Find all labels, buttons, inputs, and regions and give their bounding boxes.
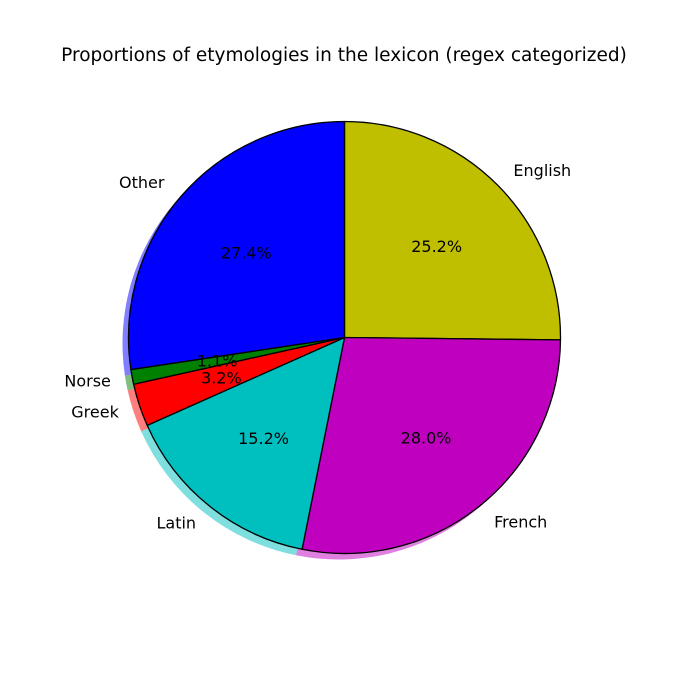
pct-label-greek: 3.2%	[201, 369, 242, 388]
pct-label-other: 27.4%	[221, 243, 272, 262]
pct-label-french: 28.0%	[401, 429, 452, 448]
pie-slices	[127, 120, 562, 555]
slice-other	[127, 120, 346, 371]
slice-label-greek: Greek	[71, 402, 119, 421]
pct-label-latin: 15.2%	[238, 429, 289, 448]
slice-english	[343, 120, 562, 341]
slice-label-latin: Latin	[156, 514, 196, 533]
pie-labels: English 25.2% French 28.0% Latin 15.2% Greek 3.…	[64, 161, 571, 533]
slice-latin	[146, 336, 346, 550]
slice-label-english: English	[513, 161, 571, 180]
chart-title: Proportions of etymologies in the lexico…	[61, 45, 627, 66]
slice-label-other: Other	[119, 173, 165, 192]
slice-label-norse: Norse	[64, 371, 111, 390]
slice-french	[301, 336, 562, 555]
pct-label-english: 25.2%	[411, 237, 462, 256]
pct-label-norse: 1.1%	[197, 352, 238, 371]
slice-label-french: French	[494, 513, 547, 532]
